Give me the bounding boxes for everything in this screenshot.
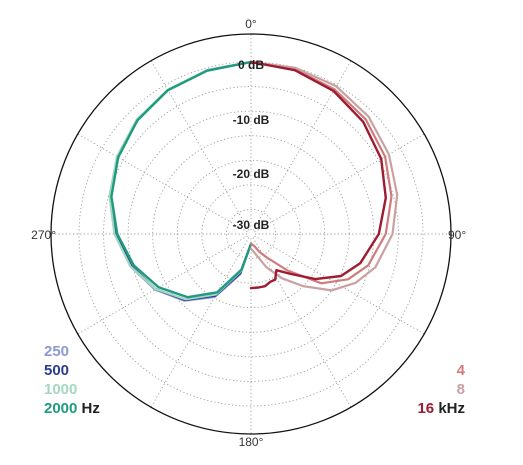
legend-item-1000: 1000	[44, 380, 100, 399]
legend-high-frequencies: 4 8 16 kHz	[417, 361, 465, 418]
angle-label-right: 90°	[448, 228, 466, 242]
angle-label-bottom: 180°	[239, 435, 264, 449]
grid-ring	[103, 86, 399, 382]
radial-label-minus30db: -30 dB	[233, 218, 270, 232]
grid-spoke	[254, 133, 425, 233]
grid-spoke	[150, 237, 250, 408]
grid-spoke	[252, 60, 352, 231]
legend-label-1000: 1000	[44, 381, 78, 398]
series-line-4	[249, 60, 393, 285]
series-line-8	[249, 60, 399, 292]
legend-label-16: 16	[417, 400, 435, 417]
legend-low-frequencies: 250 500 1000 2000 Hz	[44, 342, 100, 418]
grid-spoke	[254, 235, 425, 335]
legend-item-16k: 16 kHz	[417, 399, 465, 418]
legend-label-4: 4	[456, 362, 465, 379]
legend-unit-hz: Hz	[81, 400, 100, 417]
series-line-2000	[110, 60, 253, 299]
grid-spoke	[252, 237, 352, 408]
legend-item-250: 250	[44, 342, 100, 361]
chart-labels: 0° 90° 180° 270° 0 dB -10 dB -20 dB -30 …	[31, 17, 466, 449]
grid-ring	[225, 208, 277, 260]
legend-label-250: 250	[44, 343, 70, 360]
radial-label-minus10db: -10 dB	[233, 113, 270, 127]
legend-item-2000: 2000 Hz	[44, 399, 100, 418]
angle-label-left: 270°	[31, 228, 56, 242]
legend-item-8k: 8	[417, 380, 465, 399]
polar-grid	[50, 33, 452, 435]
legend-item-4k: 4	[417, 361, 465, 380]
legend-label-2000: 2000	[44, 400, 78, 417]
series-line-16	[249, 60, 387, 290]
legend-unit-khz: kHz	[438, 400, 465, 417]
grid-ring	[176, 159, 326, 309]
radial-label-minus20db: -20 dB	[233, 167, 270, 181]
radial-label-0db: 0 dB	[238, 58, 264, 72]
outer-ring	[50, 33, 452, 435]
grid-spoke	[77, 133, 248, 233]
series-layer	[108, 60, 399, 302]
legend-label-8: 8	[456, 381, 465, 398]
legend-label-500: 500	[44, 362, 70, 379]
grid-spoke	[77, 235, 248, 335]
grid-ring	[201, 184, 301, 284]
angle-label-top: 0°	[245, 17, 257, 31]
grid-spoke	[150, 60, 250, 231]
grid-ring	[127, 110, 375, 358]
legend-item-500: 500	[44, 361, 100, 380]
series-line-500	[109, 60, 253, 302]
